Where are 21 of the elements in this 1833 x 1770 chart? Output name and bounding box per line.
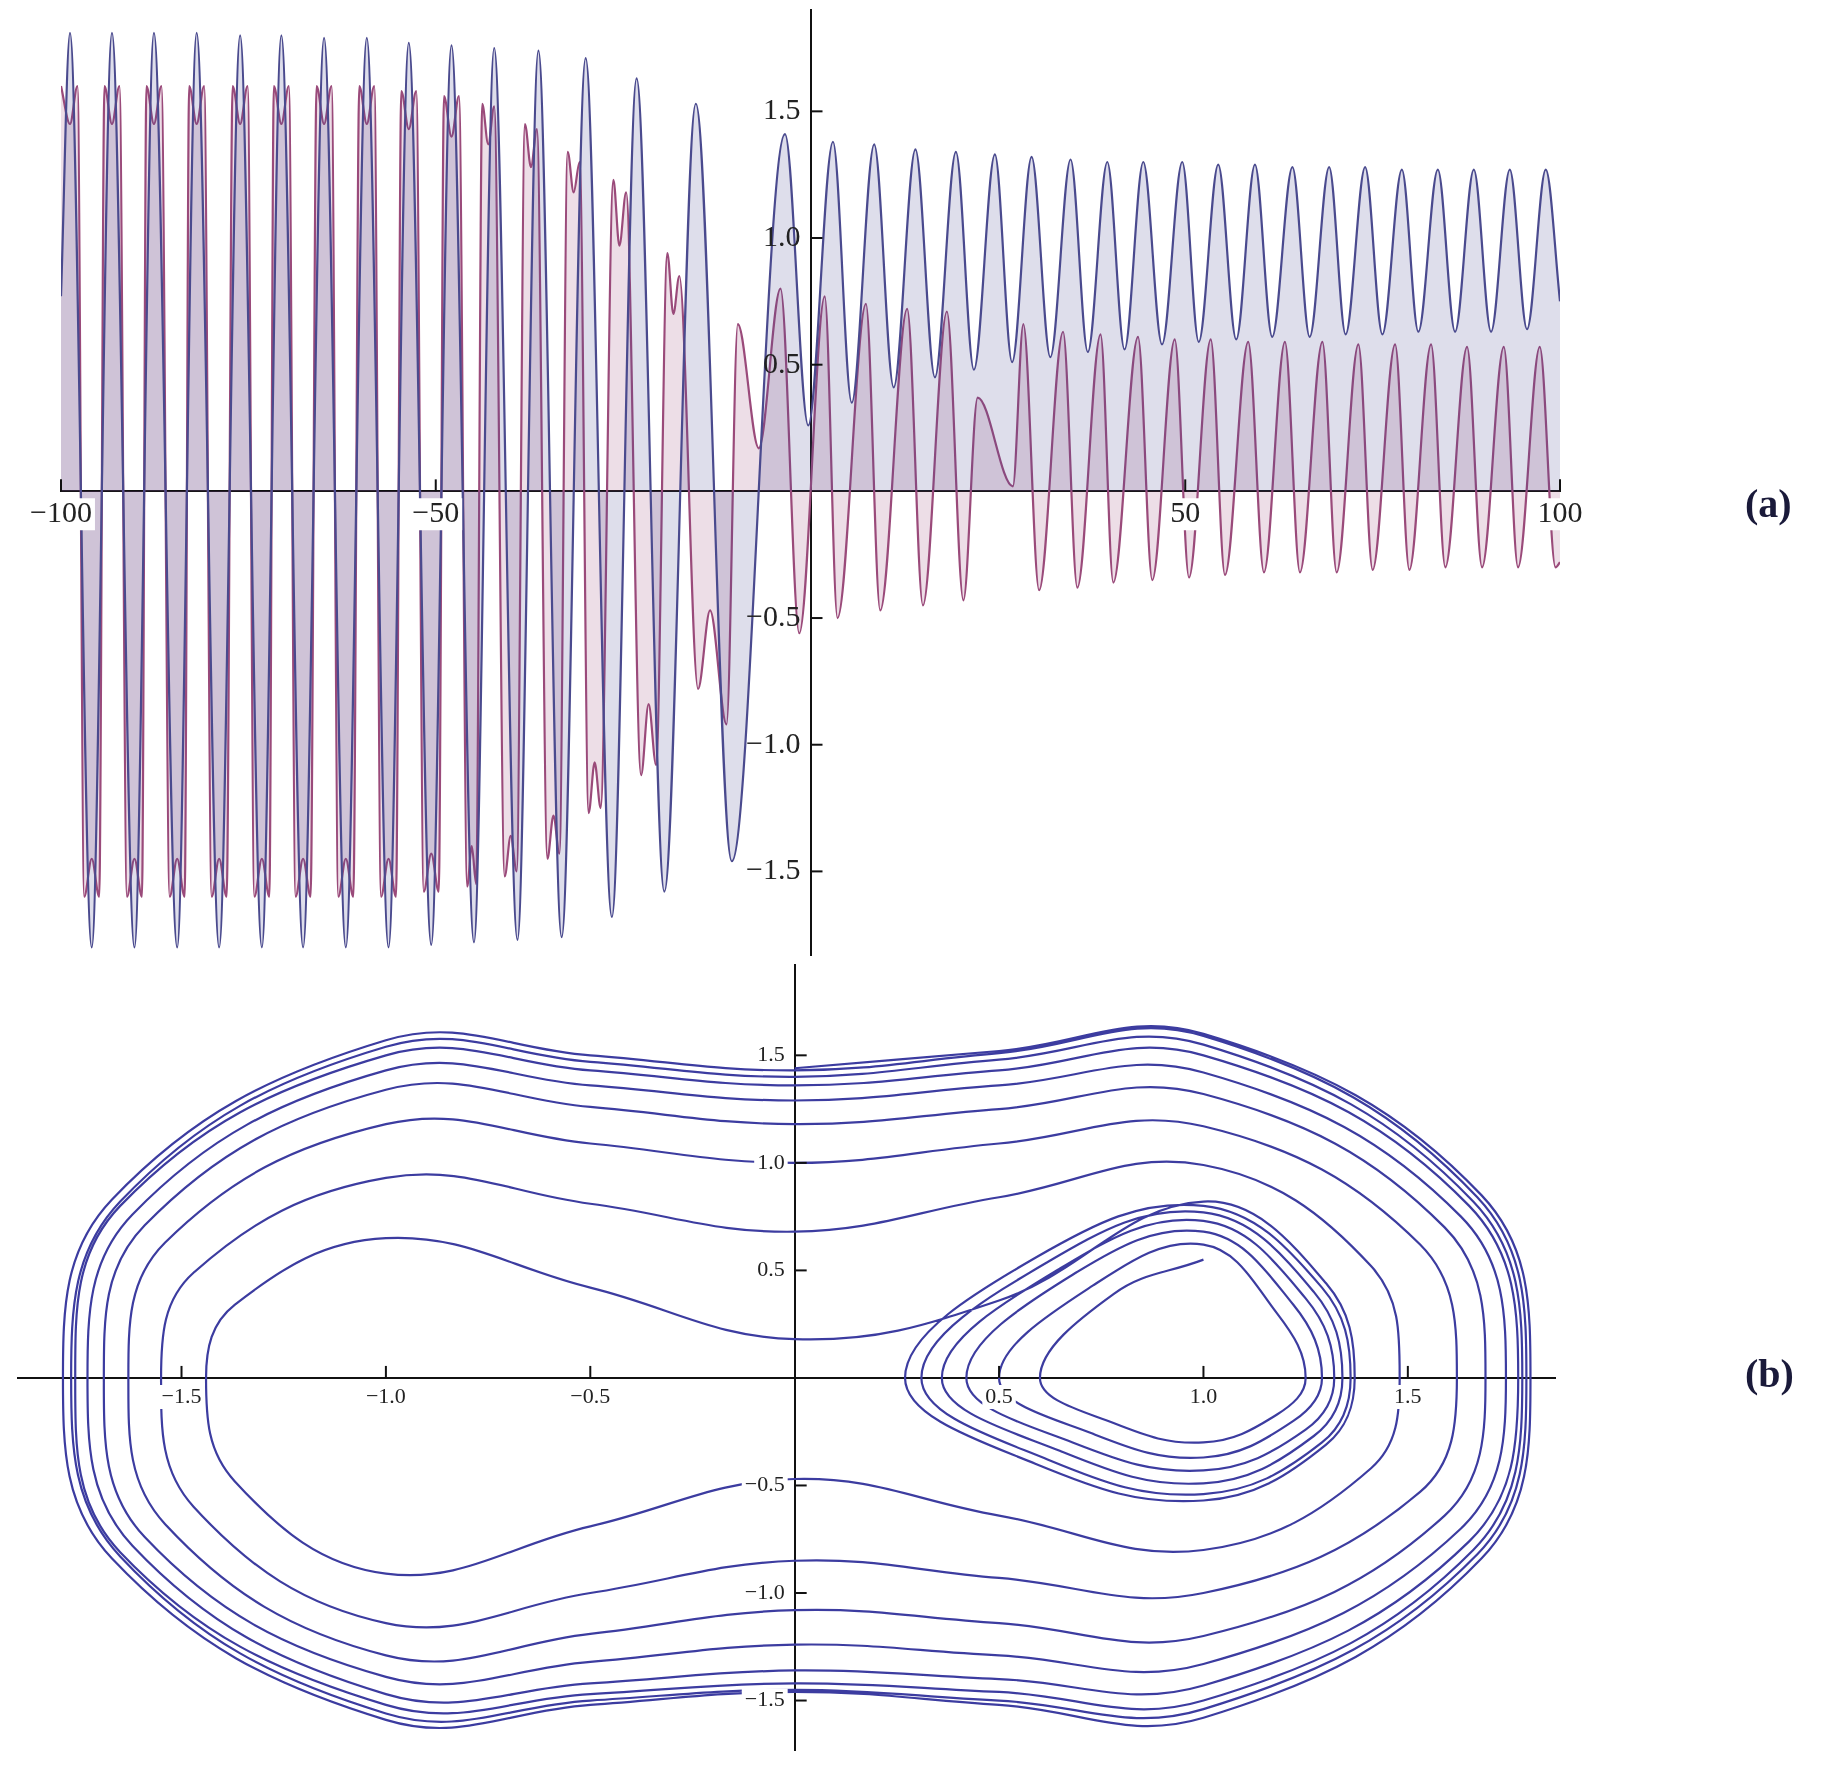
x-tick-label: −50 bbox=[412, 495, 460, 529]
x-tick-label: −1.5 bbox=[161, 1382, 202, 1408]
x-tick-label: 1.5 bbox=[1394, 1382, 1422, 1408]
x-tick-label: 1.0 bbox=[1189, 1382, 1218, 1408]
y-tick-label: 1.5 bbox=[763, 92, 801, 126]
x-tick-label: 50 bbox=[1170, 495, 1201, 529]
y-tick-label: 1.0 bbox=[757, 1148, 785, 1174]
text: (b) bbox=[1745, 1350, 1794, 1397]
y-tick-label: 1.5 bbox=[757, 1041, 785, 1067]
text: (a) bbox=[1745, 480, 1792, 527]
y-tick-label: −1.0 bbox=[746, 725, 801, 759]
x-tick-label: 0.5 bbox=[985, 1382, 1013, 1408]
x-tick-label: −100 bbox=[30, 495, 92, 529]
y-tick-label: −1.5 bbox=[744, 1686, 785, 1712]
y-tick-label: −0.5 bbox=[744, 1471, 785, 1497]
y-tick-label: 0.5 bbox=[757, 1256, 785, 1282]
y-tick-label: −1.5 bbox=[746, 852, 801, 886]
x-tick-label: −0.5 bbox=[570, 1382, 611, 1408]
x-tick-label: −1.0 bbox=[365, 1382, 406, 1408]
y-tick-label: −1.0 bbox=[744, 1578, 785, 1604]
x-tick-label: 100 bbox=[1537, 495, 1583, 529]
